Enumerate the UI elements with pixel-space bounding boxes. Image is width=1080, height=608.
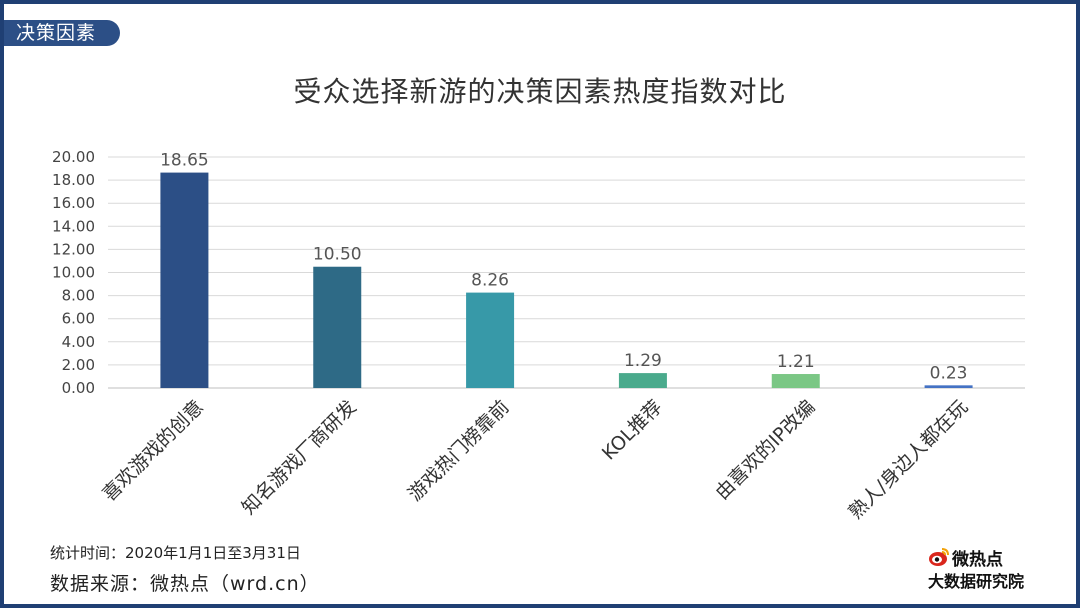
logo-subtitle: 大数据研究院	[928, 572, 1025, 591]
bar	[924, 385, 973, 388]
y-tick-label: 6.00	[62, 310, 95, 328]
y-tick-label: 16.00	[52, 194, 95, 212]
bar	[771, 374, 820, 388]
y-tick-label: 18.00	[52, 171, 95, 189]
data-label: 0.23	[930, 363, 968, 383]
data-label: 1.29	[624, 351, 662, 371]
y-tick-label: 12.00	[52, 240, 95, 258]
brand-logo: 微热点 大数据研究院	[928, 546, 1048, 592]
x-tick-label: 知名游戏厂商研发	[238, 396, 361, 519]
y-tick-label: 20.00	[52, 148, 95, 166]
x-tick-label: 由喜欢的IP改编	[711, 396, 819, 504]
section-tag: 决策因素	[4, 20, 120, 46]
y-tick-label: 8.00	[62, 287, 95, 305]
chart-title: 受众选择新游的决策因素热度指数对比	[293, 75, 787, 108]
x-tick-label: KOL推荐	[598, 396, 667, 465]
data-label: 1.21	[777, 352, 815, 372]
y-tick-label: 10.00	[52, 264, 95, 282]
bar	[313, 266, 362, 388]
bar	[466, 292, 515, 388]
y-tick-label: 14.00	[52, 217, 95, 235]
y-tick-label: 4.00	[62, 333, 95, 351]
data-source-note: 数据来源：微热点（wrd.cn）	[50, 573, 320, 595]
x-tick-label: 熟人/身边人都在玩	[845, 396, 973, 524]
x-tick-label: 喜欢游戏的创意	[98, 396, 208, 506]
x-tick-label: 游戏热门榜靠前	[404, 396, 514, 506]
data-label: 10.50	[313, 245, 362, 265]
data-label: 8.26	[471, 271, 509, 291]
y-tick-label: 0.00	[62, 379, 95, 397]
weibo-eye-icon	[929, 548, 949, 566]
logo-name: 微热点	[952, 549, 1003, 570]
y-tick-label: 2.00	[62, 356, 95, 374]
data-label: 18.65	[160, 151, 209, 171]
bar	[618, 373, 667, 388]
bar	[160, 172, 209, 388]
stat-period-note: 统计时间：2020年1月1日至3月31日	[50, 544, 301, 562]
